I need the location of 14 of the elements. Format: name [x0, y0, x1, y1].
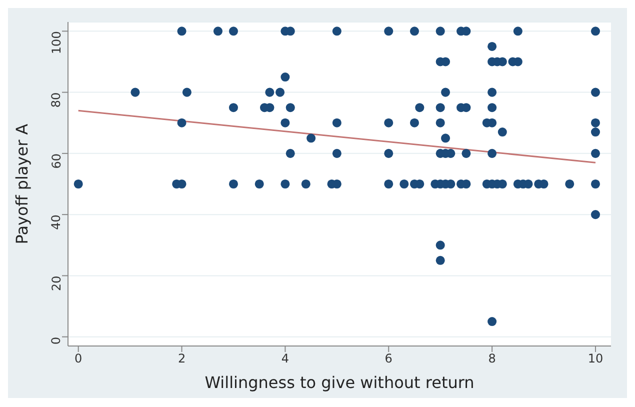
x-tick-label: 0 [74, 352, 82, 366]
y-tick-label: 60 [49, 153, 64, 169]
x-tick-label: 6 [384, 352, 392, 366]
x-axis-title: Willingness to give without return [204, 373, 474, 392]
y-tick-label: 100 [49, 31, 64, 54]
y-tick-label: 80 [49, 92, 64, 108]
x-tick-label: 8 [488, 352, 496, 366]
x-tick-label: 2 [178, 352, 186, 366]
y-axis-title: Payoff player A [12, 124, 32, 244]
x-tick-label: 10 [588, 352, 604, 366]
x-tick-label: 4 [281, 352, 290, 366]
y-tick-label: 20 [49, 276, 64, 291]
y-tick-label: 40 [49, 214, 64, 230]
y-tick-label: 0 [49, 336, 64, 344]
